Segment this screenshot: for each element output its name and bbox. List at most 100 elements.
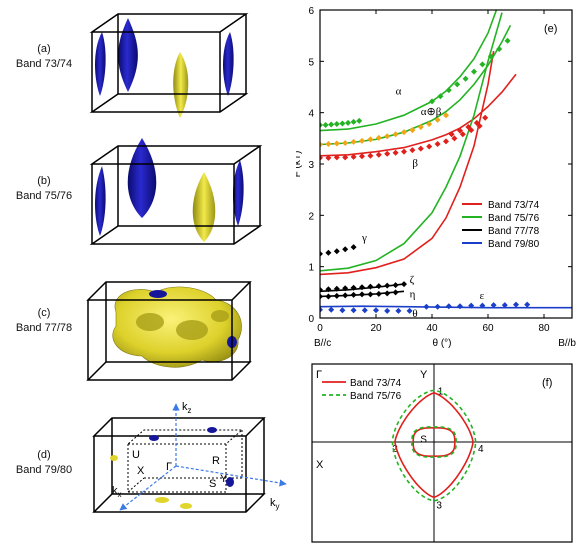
marker-point-9-5: [373, 307, 379, 314]
bz-label-kz: kz: [182, 401, 192, 415]
fs-box-b: [89, 138, 263, 245]
y-tick-label-4: 4: [308, 109, 314, 120]
panel-d-label: (d) Band 79/80: [8, 448, 80, 478]
panel-b-label: (b) Band 75/76: [8, 174, 80, 204]
fs-d-pocket-4: [110, 455, 118, 461]
marker-point-0-5: [345, 119, 351, 126]
marker-point-7-6: [367, 291, 374, 298]
branch-annotation-4: ζ: [410, 274, 415, 286]
marker-point-6-3: [342, 285, 349, 292]
marker-point-2-6: [367, 136, 374, 143]
fs-contour-inner-3: [411, 426, 457, 458]
marker-point-2-12: [417, 124, 424, 131]
fs-d-pocket-1: [149, 435, 159, 441]
marker-point-9-2: [339, 307, 346, 314]
marker-point-6-1: [325, 286, 332, 293]
marker-point-7-3: [342, 292, 349, 299]
legend-label-1: Band 75/76: [488, 213, 540, 224]
bz-label-Gamma: Γ: [166, 461, 172, 473]
y-tick-label-3: 3: [308, 160, 314, 171]
legend-label-2: Band 77/78: [488, 226, 540, 237]
marker-point-1-7: [487, 53, 494, 60]
x-tick-label-80: 80: [538, 323, 550, 334]
series-line-0: [320, 73, 517, 157]
marker-point-3-13: [426, 143, 433, 150]
x-axis-label: θ (°): [433, 338, 452, 349]
panel-d-letter: (d): [37, 449, 51, 461]
panel-c-band: Band 77/78: [15, 322, 73, 334]
chart-f-panel-tag: (f): [542, 377, 552, 389]
branch-annotation-0: α: [396, 86, 402, 98]
marker-point-6-10: [401, 281, 407, 288]
marker-point-0-1: [322, 121, 329, 128]
ky-axis: [175, 465, 287, 487]
marker-point-8-8: [513, 301, 519, 308]
marker-point-3-18: [468, 127, 475, 134]
fs-box-a: [89, 13, 249, 118]
x-tick-label-40: 40: [426, 323, 438, 334]
marker-point-9-4: [361, 307, 368, 314]
marker-point-1-0: [429, 98, 435, 105]
panel-c-label: (c) Band 77/78: [8, 306, 80, 336]
point-label-4: S: [420, 434, 427, 445]
marker-point-7-7: [375, 290, 382, 297]
marker-point-4-3: [473, 119, 480, 126]
bz-label-U: U: [132, 449, 140, 461]
fermi-surfaces-3d: kz kx ky U R X Γ S Y: [86, 13, 287, 513]
marker-point-0-7: [356, 117, 363, 124]
branch-annotation-2: β: [412, 158, 418, 170]
y-axis-label: F (kT): [296, 151, 303, 178]
fs-d-pocket-5: [155, 497, 169, 503]
marker-point-3-12: [417, 145, 424, 152]
fs-a-blue-center: [118, 18, 138, 92]
marker-point-9-1: [328, 306, 335, 313]
bz-label-R: R: [212, 455, 220, 467]
marker-point-6-7: [375, 283, 382, 290]
marker-point-3-11: [409, 147, 416, 154]
marker-point-2-9: [392, 131, 399, 138]
marker-point-7-9: [392, 289, 399, 296]
fs-contour-outer-1: [391, 389, 477, 502]
marker-point-6-0: [320, 286, 323, 293]
fs-b-blue-right: [233, 160, 244, 226]
marker-point-8-4: [468, 302, 475, 309]
bz-label-Y: Y: [220, 473, 228, 485]
marker-point-4-2: [465, 124, 472, 131]
marker-point-1-3: [454, 81, 461, 88]
marker-point-6-8: [384, 282, 391, 289]
marker-point-1-4: [462, 75, 469, 82]
fs-a-blue-right: [223, 32, 234, 96]
marker-point-3-5: [359, 153, 365, 160]
chart-f-frame: [311, 363, 573, 543]
marker-point-0-0: [320, 121, 323, 128]
marker-point-3-2: [333, 154, 340, 161]
fs-d-pocket-3: [226, 477, 234, 487]
marker-point-2-14: [434, 116, 441, 123]
marker-point-8-7: [501, 302, 508, 309]
y-tick-label-1: 1: [308, 263, 314, 274]
marker-point-2-11: [409, 127, 416, 134]
panel-a-label: (a) Band 73/74: [8, 42, 80, 72]
marker-point-0-4: [339, 120, 346, 127]
marker-point-0-6: [350, 118, 357, 125]
chart-e: 0123456020406080F (kT)θ (°)B//cB//b(e)αα…: [296, 6, 576, 349]
bz-label-ky: ky: [270, 497, 280, 511]
marker-point-3-4: [350, 153, 357, 160]
bz-label-X: X: [137, 465, 145, 477]
axis-label-X: X: [316, 459, 324, 471]
marker-point-9-8: [406, 307, 413, 314]
series-line-2: [320, 10, 498, 132]
fs-c-hole-2: [176, 320, 208, 340]
fs-c-blue-top: [149, 290, 167, 298]
marker-point-2-4: [350, 138, 357, 145]
panel-a-letter: (a): [37, 43, 51, 55]
marker-point-9-7: [395, 307, 402, 314]
fs-b-blue-left: [95, 166, 106, 236]
branch-annotation-3: γ: [361, 232, 367, 244]
axis-label-Y: Y: [420, 369, 428, 381]
marker-point-8-5: [479, 302, 486, 309]
bz-label-S: S: [209, 478, 216, 490]
marker-point-6-6: [367, 283, 374, 290]
point-label-3: 4: [478, 444, 484, 455]
